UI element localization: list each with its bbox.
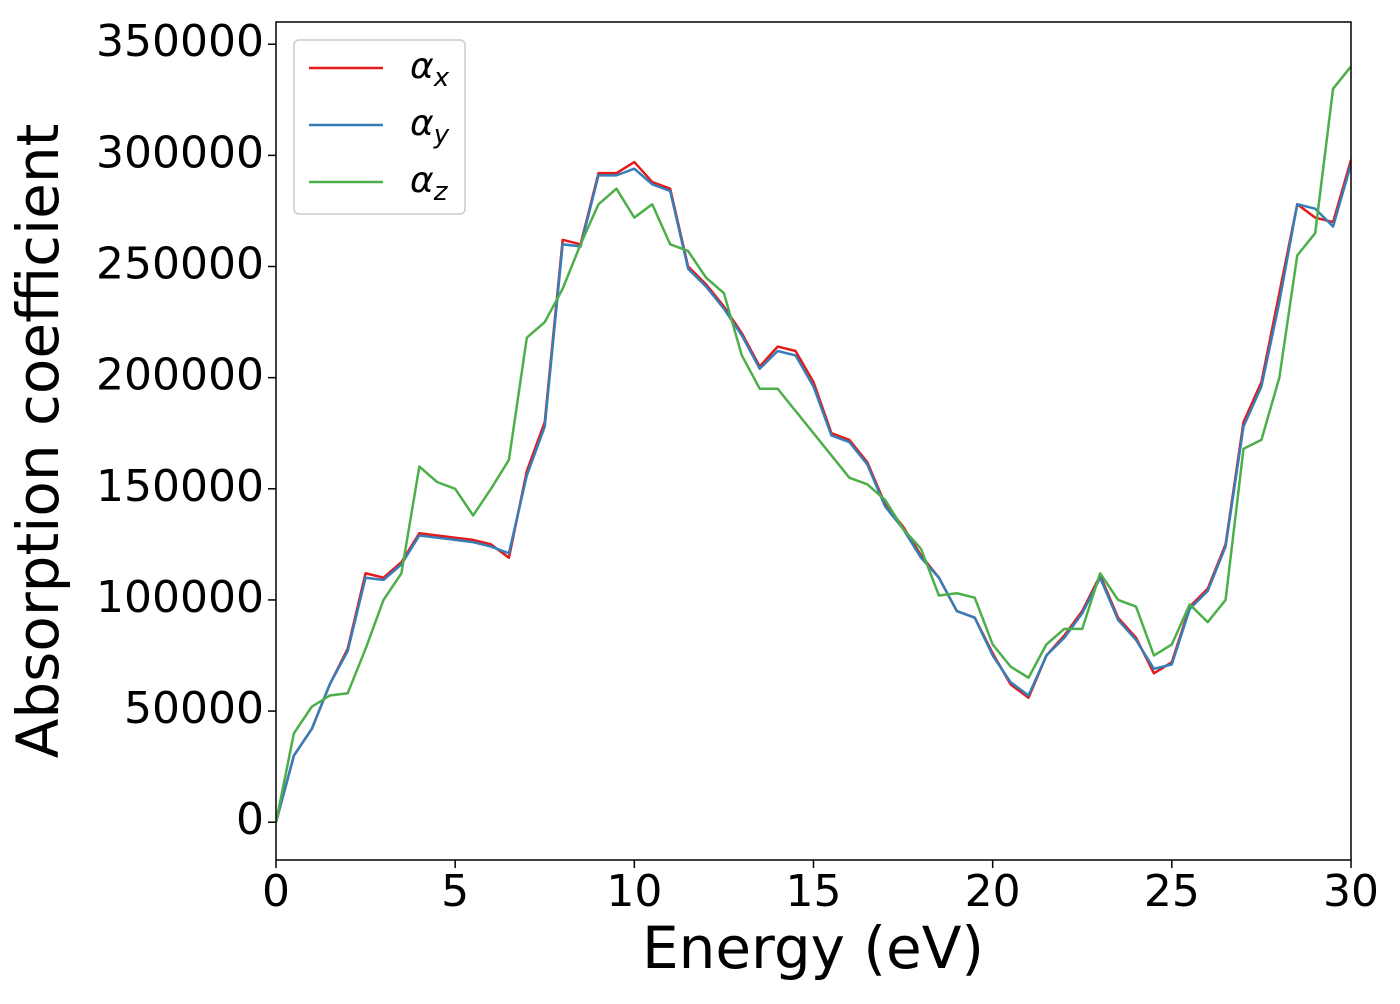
y-tick-label: 200000	[96, 350, 264, 401]
x-tick-label: 30	[1323, 866, 1379, 917]
legend-label: αx	[410, 46, 450, 93]
data-line	[276, 159, 1351, 823]
x-axis-label: Energy (eV)	[642, 914, 984, 982]
y-tick-label: 100000	[96, 572, 264, 623]
x-tick-label: 10	[606, 866, 662, 917]
y-tick-label: 350000	[96, 16, 264, 67]
y-tick-label: 150000	[96, 461, 264, 512]
y-axis-label: Absorption coefficient	[4, 124, 72, 759]
plot-frame	[275, 21, 1352, 861]
legend-box	[293, 39, 466, 215]
data-line	[276, 65, 1351, 823]
legend-label: αz	[410, 160, 449, 207]
y-tick-label: 50000	[124, 683, 264, 734]
x-tick-label: 5	[441, 866, 469, 917]
legend-label: αy	[410, 103, 450, 150]
data-line	[276, 163, 1351, 823]
x-tick-label: 20	[965, 866, 1021, 917]
x-tick-label: 0	[262, 866, 290, 917]
y-tick-label: 0	[236, 794, 264, 845]
x-tick-label: 25	[1144, 866, 1200, 917]
x-tick-label: 15	[786, 866, 842, 917]
y-tick-label: 300000	[96, 127, 264, 178]
y-tick-label: 250000	[96, 239, 264, 290]
